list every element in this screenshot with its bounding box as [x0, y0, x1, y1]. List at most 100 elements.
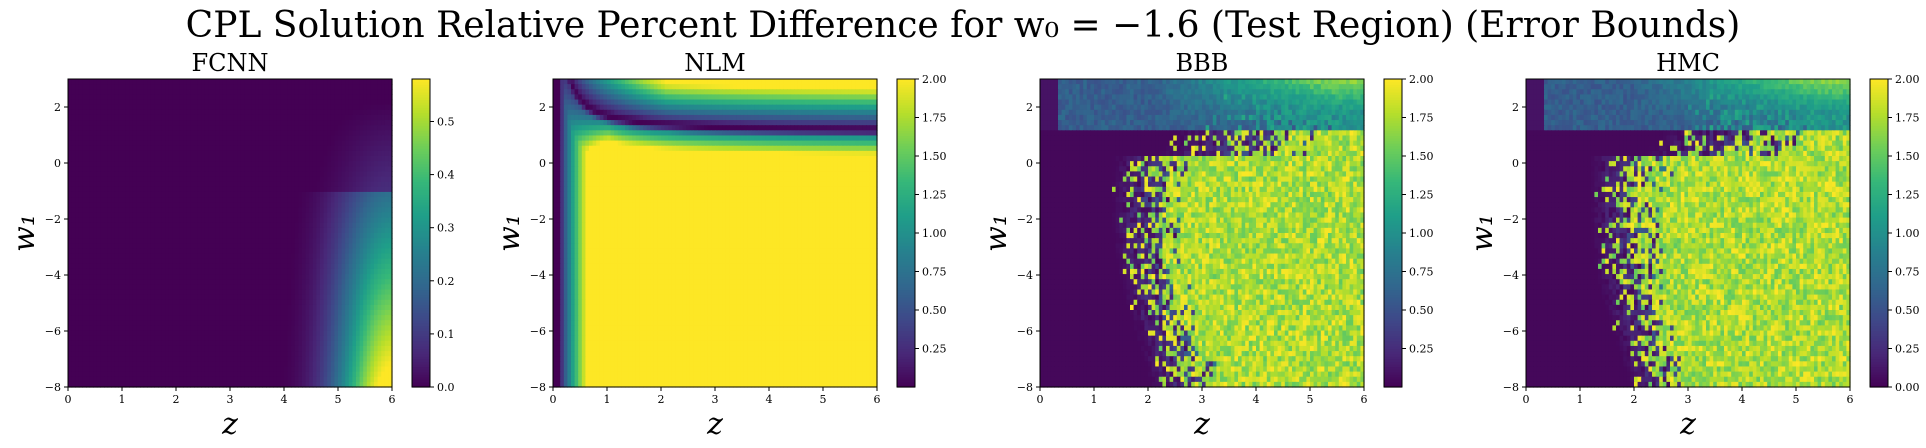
heatmap-cell	[194, 269, 198, 275]
heatmap-cell	[86, 156, 90, 162]
heatmap-cell	[385, 284, 389, 290]
heatmap-cell	[324, 284, 328, 290]
heatmap-cell	[349, 182, 353, 188]
heatmap-cell	[147, 125, 151, 131]
heatmap-cell	[360, 248, 364, 254]
heatmap-cell	[169, 207, 173, 213]
heatmap-cell	[118, 238, 122, 244]
heatmap-cell	[97, 182, 101, 188]
heatmap-cell	[172, 105, 176, 111]
heatmap-cell	[360, 161, 364, 167]
heatmap-cell	[277, 100, 281, 106]
heatmap-cell	[244, 243, 248, 249]
heatmap-cell	[190, 259, 194, 265]
heatmap-cell	[72, 361, 76, 367]
heatmap-cell	[212, 279, 216, 285]
heatmap-cell	[244, 320, 248, 326]
heatmap-cell	[349, 254, 353, 260]
heatmap-cell	[90, 151, 94, 157]
heatmap-cell	[284, 120, 288, 126]
heatmap-cell	[352, 84, 356, 90]
heatmap-cell	[165, 161, 169, 167]
heatmap-cell	[79, 243, 83, 249]
heatmap-cell	[194, 84, 198, 90]
heatmap-cell	[342, 279, 346, 285]
heatmap-cell	[252, 341, 256, 347]
heatmap-cell	[118, 248, 122, 254]
heatmap-cell	[158, 110, 162, 116]
heatmap-cell	[273, 336, 277, 342]
heatmap-cell	[111, 218, 115, 224]
heatmap-cell	[205, 207, 209, 213]
heatmap-cell	[90, 264, 94, 270]
heatmap-cell	[172, 238, 176, 244]
heatmap-cell	[280, 284, 284, 290]
heatmap-cell	[111, 182, 115, 188]
heatmap-cell	[100, 305, 104, 311]
heatmap-cell	[104, 259, 108, 265]
heatmap-cell	[255, 177, 259, 183]
heatmap-cell	[230, 315, 234, 321]
heatmap-cell	[288, 310, 292, 316]
heatmap-cell	[97, 233, 101, 239]
heatmap-cell	[338, 223, 342, 229]
heatmap-cell	[68, 187, 72, 193]
heatmap-cell	[370, 310, 374, 316]
heatmap-cell	[144, 105, 148, 111]
heatmap-cell	[241, 248, 245, 254]
heatmap-cell	[306, 84, 310, 90]
heatmap-cell	[72, 351, 76, 357]
heatmap-cell	[381, 269, 385, 275]
heatmap-cell	[118, 202, 122, 208]
heatmap-cell	[122, 223, 126, 229]
heatmap-cell	[230, 182, 234, 188]
heatmap-cell	[234, 105, 238, 111]
heatmap-cell	[313, 310, 317, 316]
heatmap-cell	[360, 356, 364, 362]
heatmap-cell	[201, 151, 205, 157]
heatmap-cell	[86, 207, 90, 213]
heatmap-cell	[360, 146, 364, 152]
heatmap-cell	[144, 295, 148, 301]
heatmap-cell	[244, 130, 248, 136]
heatmap-cell	[205, 130, 209, 136]
heatmap-cell	[349, 187, 353, 193]
heatmap-cell	[122, 218, 126, 224]
heatmap-cell	[280, 310, 284, 316]
heatmap-cell	[324, 279, 328, 285]
heatmap-cell	[385, 202, 389, 208]
heatmap-cell	[266, 310, 270, 316]
heatmap-cell	[255, 166, 259, 172]
heatmap-cell	[104, 238, 108, 244]
heatmap-cell	[180, 274, 184, 280]
heatmap-cell	[255, 223, 259, 229]
heatmap-cell	[288, 259, 292, 265]
heatmap-cell	[244, 79, 248, 85]
heatmap-cell	[298, 289, 302, 295]
heatmap-cell	[100, 279, 104, 285]
heatmap-cell	[374, 284, 378, 290]
heatmap-cell	[277, 269, 281, 275]
heatmap-cell	[349, 207, 353, 213]
heatmap-cell	[241, 238, 245, 244]
heatmap-cell	[223, 264, 227, 270]
heatmap-cell	[183, 130, 187, 136]
heatmap-cell	[129, 130, 133, 136]
heatmap-cell	[262, 89, 266, 95]
heatmap-cell	[129, 212, 133, 218]
heatmap-cell	[165, 125, 169, 131]
heatmap-cell	[230, 356, 234, 362]
heatmap-cell	[147, 120, 151, 126]
heatmap-cell	[230, 166, 234, 172]
heatmap-cell	[345, 305, 349, 311]
heatmap-cell	[154, 320, 158, 326]
heatmap-cell	[306, 171, 310, 177]
heatmap-cell	[360, 100, 364, 106]
heatmap-cell	[68, 295, 72, 301]
heatmap-cell	[208, 259, 212, 265]
heatmap-cell	[187, 202, 191, 208]
heatmap-cell	[82, 351, 86, 357]
heatmap-cell	[367, 325, 371, 331]
heatmap-cell	[266, 284, 270, 290]
heatmap-cell	[144, 259, 148, 265]
